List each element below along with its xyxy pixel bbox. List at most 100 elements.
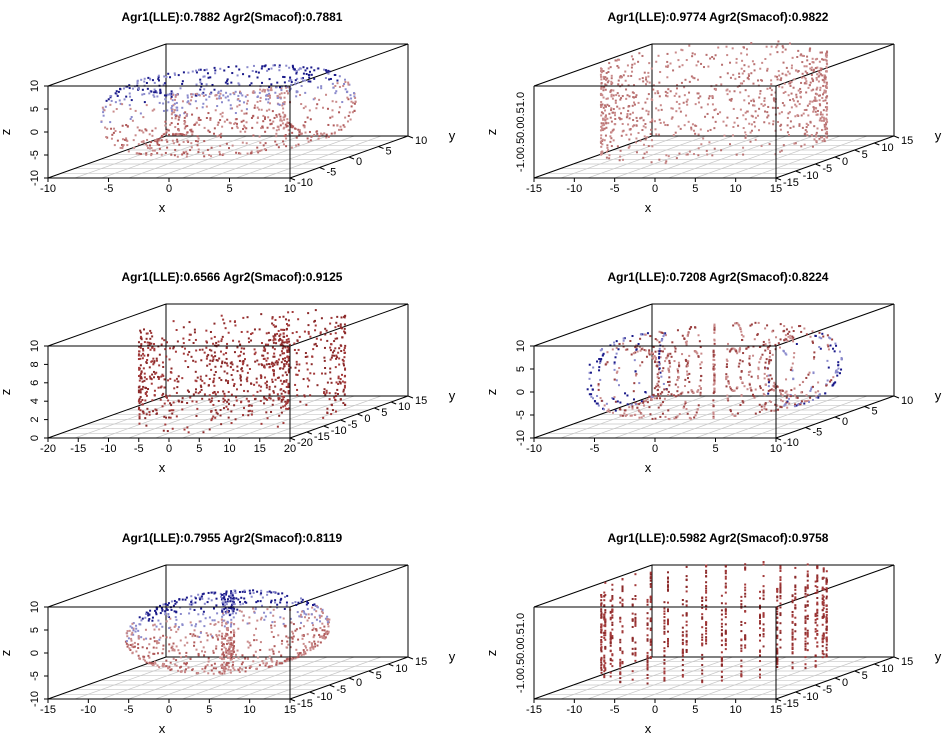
data-point	[322, 106, 325, 109]
data-point	[272, 652, 275, 655]
data-point	[262, 144, 265, 147]
data-point	[681, 334, 684, 337]
data-point	[821, 51, 824, 54]
data-point	[278, 64, 281, 67]
data-point	[119, 146, 122, 149]
floor-grid-line	[182, 395, 301, 439]
data-point	[168, 358, 171, 361]
data-point	[629, 339, 632, 342]
data-point	[187, 390, 190, 393]
data-point	[788, 82, 791, 85]
data-point	[259, 88, 262, 91]
data-point	[158, 139, 161, 142]
data-point	[154, 139, 157, 142]
data-point	[281, 639, 284, 642]
data-point	[147, 346, 150, 349]
data-point	[210, 337, 213, 340]
data-point	[284, 123, 287, 126]
data-point	[153, 91, 156, 94]
y-axis-label: y	[449, 388, 456, 403]
data-point	[187, 140, 190, 143]
data-point	[786, 124, 789, 127]
data-point	[646, 666, 649, 669]
data-point	[826, 120, 829, 123]
data-point	[222, 603, 225, 606]
data-point	[186, 139, 189, 142]
data-point	[285, 145, 288, 148]
data-point	[695, 64, 698, 67]
data-point	[179, 656, 182, 659]
data-point	[173, 133, 176, 136]
data-point	[252, 114, 255, 117]
data-point	[200, 607, 203, 610]
y-tick-mark	[388, 663, 394, 667]
data-point	[265, 98, 268, 101]
data-point	[805, 108, 808, 111]
data-point	[185, 133, 188, 136]
data-point	[253, 639, 256, 642]
data-point	[650, 139, 653, 142]
data-point	[194, 634, 197, 637]
data-point	[774, 343, 777, 346]
data-point	[200, 388, 203, 391]
data-point	[289, 366, 292, 369]
data-point	[210, 155, 213, 158]
data-point	[325, 69, 328, 72]
data-point	[150, 146, 153, 149]
data-point	[250, 150, 253, 153]
data-point	[713, 367, 716, 370]
data-point	[798, 383, 801, 386]
data-point	[681, 49, 684, 52]
data-point	[175, 101, 178, 104]
data-point	[167, 602, 170, 605]
data-point	[302, 107, 305, 110]
data-point	[211, 636, 214, 639]
data-point	[182, 337, 185, 340]
data-point	[645, 109, 648, 112]
data-point	[784, 352, 787, 355]
data-point	[168, 650, 171, 653]
data-point	[274, 601, 277, 604]
x-tick-label: 0	[166, 183, 172, 195]
data-point	[326, 630, 329, 633]
data-point	[756, 333, 759, 336]
data-point	[200, 85, 203, 88]
data-point	[125, 124, 128, 127]
data-point	[320, 610, 323, 613]
data-point	[604, 647, 607, 650]
data-point	[331, 82, 334, 85]
data-point	[729, 143, 732, 146]
data-point	[827, 348, 830, 351]
data-point	[295, 144, 298, 147]
data-point	[764, 361, 767, 364]
data-point	[610, 137, 613, 140]
data-point	[804, 648, 807, 651]
data-point	[677, 386, 680, 389]
data-point	[268, 648, 271, 651]
data-point	[754, 388, 757, 391]
data-point	[301, 637, 304, 640]
data-point	[300, 77, 303, 80]
data-point	[273, 620, 276, 623]
data-point	[639, 337, 642, 340]
data-point	[232, 91, 235, 94]
x-tick-label: -5	[590, 443, 600, 455]
data-point	[219, 92, 222, 95]
data-point	[759, 358, 762, 361]
data-point	[208, 154, 211, 157]
data-point	[194, 391, 197, 394]
data-point	[276, 81, 279, 84]
data-point	[226, 598, 229, 601]
z-axis-label: z	[484, 129, 499, 136]
data-point	[669, 352, 672, 355]
data-point	[171, 99, 174, 102]
data-point	[126, 144, 129, 147]
data-point	[263, 364, 266, 367]
data-point	[672, 69, 675, 72]
data-point	[281, 347, 284, 350]
data-point	[304, 79, 307, 82]
data-point	[303, 330, 306, 333]
data-point	[300, 654, 303, 657]
data-point	[148, 366, 151, 369]
data-point	[206, 639, 209, 642]
